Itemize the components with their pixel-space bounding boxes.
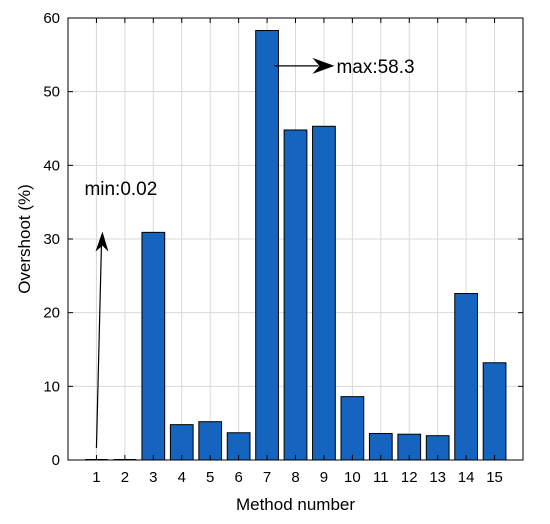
annotations: min:0.02 max:58.3 [84,57,415,449]
x-tick-label: 14 [458,469,475,486]
bar [198,421,223,461]
x-tick-label: 3 [149,469,157,486]
x-tick-label: 7 [263,469,271,486]
y-tick-label: 10 [43,378,60,395]
bar [340,396,365,461]
y-tick-label: 50 [43,84,60,101]
x-tick-label: 4 [178,469,186,486]
x-tick-label: 10 [344,469,361,486]
max-annotation: max:58.3 [336,57,414,78]
x-tick-label: 6 [234,469,242,486]
bars [85,30,507,461]
min-arrowhead [95,231,109,252]
y-tick-label: 20 [43,305,60,322]
bar [255,30,279,461]
min-arrow [95,245,103,449]
bar [141,231,166,461]
y-tick-label: 0 [52,452,60,469]
bar [312,125,336,461]
y-tick-label: 60 [43,10,60,27]
x-tick-label: 1 [92,469,100,486]
min-annotation: min:0.02 [84,179,157,200]
x-tick-label: 15 [486,469,503,486]
x-tick-label: 12 [401,469,418,486]
y-axis-title: Overshoot (%) [15,184,34,294]
x-tick-label: 5 [206,469,214,486]
x-tick-label: 13 [429,469,446,486]
x-tick-label: 2 [121,469,129,486]
x-tick-label: 11 [373,469,389,486]
y-tick-label: 30 [43,231,60,248]
bar [169,424,194,461]
bar [482,362,507,461]
bar [283,129,308,461]
x-tick-label: 9 [320,469,328,486]
x-axis-title: Method number [236,495,355,514]
y-tick-label: 40 [43,157,60,174]
bar [454,293,478,461]
max-arrowhead [312,57,335,74]
x-tick-label: 8 [291,469,299,486]
